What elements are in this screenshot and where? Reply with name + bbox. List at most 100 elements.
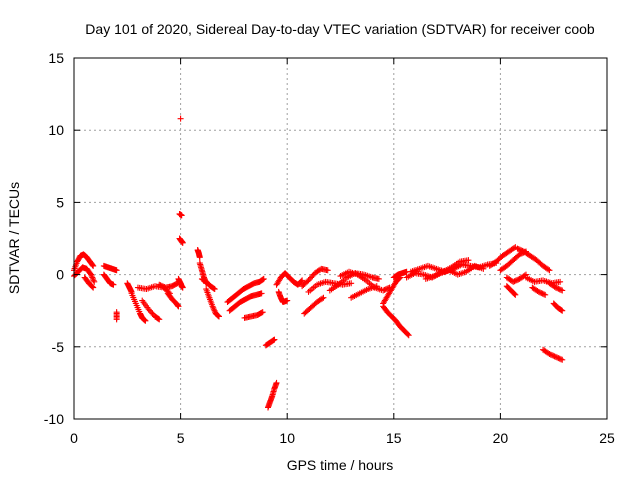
data-point	[215, 312, 222, 319]
data-point	[91, 278, 98, 285]
data-point	[557, 356, 564, 363]
data-point	[551, 353, 558, 360]
data-point	[210, 304, 217, 311]
data-point	[273, 379, 280, 386]
data-point	[517, 246, 524, 253]
data-point	[320, 294, 327, 301]
data-point	[178, 212, 185, 219]
data-point	[380, 287, 387, 294]
data-point	[554, 354, 561, 361]
data-point	[155, 315, 162, 322]
data-point	[308, 274, 315, 281]
data-point	[89, 283, 96, 290]
data-point	[141, 317, 148, 324]
data-point	[156, 316, 163, 323]
data-point	[110, 281, 117, 288]
data-point	[179, 284, 186, 291]
data-point	[211, 286, 218, 293]
data-point	[258, 290, 265, 297]
data-point	[554, 285, 561, 292]
data-point	[175, 303, 182, 310]
data-point	[555, 355, 562, 362]
data-point	[551, 283, 558, 290]
data-point	[558, 307, 565, 314]
data-point	[209, 303, 216, 310]
data-point	[306, 275, 313, 282]
data-point	[259, 309, 266, 316]
data-point	[465, 257, 472, 264]
data-point	[319, 295, 326, 302]
data-point	[158, 282, 165, 289]
tick-layer: 0 5 10 15 20 25 -10 -5 0 5 10 15	[44, 50, 615, 446]
data-point	[90, 262, 97, 269]
data-point	[215, 313, 222, 320]
grid-layer	[74, 58, 607, 419]
data-point	[156, 281, 163, 288]
data-point	[515, 246, 522, 253]
data-point	[160, 283, 167, 290]
data-point	[179, 239, 186, 246]
data-point	[88, 271, 95, 278]
data-point	[552, 284, 559, 291]
x-axis-label: GPS time / hours	[287, 457, 394, 473]
data-point	[545, 350, 552, 357]
data-point	[556, 286, 563, 293]
data-point	[90, 284, 97, 291]
data-point	[552, 353, 559, 360]
data-point	[511, 278, 518, 285]
data-point	[299, 277, 306, 284]
x-tick-label: 10	[279, 430, 295, 446]
data-point	[557, 286, 564, 293]
data-point	[512, 277, 519, 284]
data-point	[542, 291, 549, 298]
data-point	[271, 336, 278, 343]
data-point	[89, 275, 96, 282]
data-point	[177, 115, 184, 122]
data-point	[511, 245, 518, 252]
data-point	[157, 282, 164, 289]
data-point	[298, 278, 305, 285]
data-point	[142, 317, 149, 324]
data-point	[88, 273, 95, 280]
data-point	[512, 291, 519, 298]
data-point	[148, 309, 155, 316]
y-tick-label: 10	[48, 122, 64, 138]
data-point	[210, 285, 217, 292]
chart-title: Day 101 of 2020, Sidereal Day-to-day VTE…	[85, 21, 595, 37]
y-axis-label: SDTVAR / TECUs	[6, 182, 22, 294]
y-tick-label: 15	[48, 50, 64, 66]
data-point	[382, 286, 389, 293]
data-point	[547, 351, 554, 358]
data-point	[90, 277, 97, 284]
plot-frame	[73, 57, 608, 420]
data-point	[375, 275, 382, 282]
x-tick-label: 15	[386, 430, 402, 446]
data-point	[145, 306, 152, 313]
data-point	[113, 267, 120, 274]
data-point	[324, 267, 331, 274]
data-point	[373, 283, 380, 290]
data-point	[480, 265, 487, 272]
y-tick-label: 0	[56, 267, 64, 283]
data-point	[540, 291, 547, 298]
data-point	[146, 307, 153, 314]
data-point	[214, 312, 221, 319]
x-tick-label: 5	[177, 430, 185, 446]
data-point	[348, 280, 355, 287]
data-point	[511, 290, 518, 297]
data-point	[515, 276, 522, 283]
data-point	[89, 262, 96, 269]
y-tick-label: 5	[56, 194, 64, 210]
data-point	[259, 276, 266, 283]
data-point	[557, 278, 564, 285]
data-point	[89, 274, 96, 281]
x-tick-label: 25	[599, 430, 615, 446]
data-point	[514, 245, 521, 252]
data-point	[548, 352, 555, 359]
data-point	[538, 290, 545, 297]
x-tick-label: 20	[493, 430, 509, 446]
data-point	[518, 247, 525, 254]
points-layer	[71, 115, 566, 411]
data-point	[535, 288, 542, 295]
